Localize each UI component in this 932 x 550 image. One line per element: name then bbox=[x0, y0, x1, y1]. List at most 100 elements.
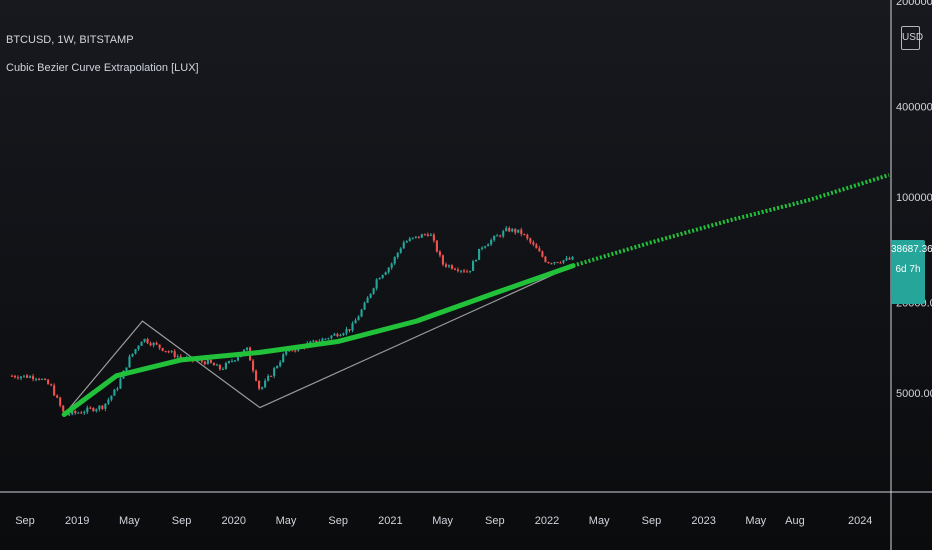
price-tick-label: 100000.00 bbox=[896, 192, 932, 204]
price-axis-ticks[interactable]: 2000000.00400000.00100000.0020000.005000… bbox=[896, 0, 932, 400]
time-tick-label: Sep bbox=[485, 515, 505, 527]
candle-body bbox=[285, 351, 288, 355]
candle-body bbox=[31, 376, 35, 380]
candle-body bbox=[459, 270, 463, 272]
candle-body bbox=[441, 255, 444, 265]
candle-body bbox=[357, 316, 360, 321]
candle-body bbox=[10, 375, 14, 377]
candle-body bbox=[333, 333, 336, 336]
candle-body bbox=[276, 365, 279, 369]
candle-body bbox=[532, 242, 535, 245]
candle-body bbox=[255, 370, 258, 381]
candle-body bbox=[432, 234, 435, 241]
candle-body bbox=[80, 412, 83, 414]
candle-body bbox=[315, 340, 318, 343]
candle-body bbox=[264, 380, 267, 388]
indicator-title[interactable]: Cubic Bezier Curve Extrapolation [LUX] bbox=[6, 62, 199, 74]
candle-body bbox=[529, 238, 532, 243]
candle-body bbox=[393, 257, 396, 264]
candle-body bbox=[261, 387, 264, 389]
candle-body bbox=[218, 364, 221, 370]
candle-body bbox=[493, 235, 496, 240]
candle-body bbox=[312, 340, 315, 342]
candle-body bbox=[149, 343, 152, 346]
bezier-curve-layer bbox=[61, 263, 576, 417]
candle-body bbox=[381, 274, 384, 279]
currency-unit-button[interactable]: USD bbox=[901, 26, 923, 50]
time-tick-label: May bbox=[432, 515, 453, 527]
time-tick-label: May bbox=[119, 515, 140, 527]
candle-body bbox=[351, 323, 354, 331]
time-tick-label: 2019 bbox=[65, 515, 89, 527]
candle-body bbox=[155, 342, 158, 345]
candle-body bbox=[523, 234, 526, 236]
candle-body bbox=[101, 405, 104, 409]
candle-body bbox=[294, 350, 297, 352]
candle-body bbox=[41, 379, 44, 381]
bezier-curve bbox=[61, 263, 576, 417]
candle-body bbox=[444, 264, 448, 267]
candle-body bbox=[502, 231, 505, 237]
candle-body bbox=[267, 375, 270, 381]
candle-body bbox=[396, 252, 399, 258]
time-axis-ticks[interactable]: Sep 2019 May Sep 2020 May Sep 2021 May Sep 2022 May… bbox=[15, 515, 872, 527]
candle-body bbox=[203, 361, 206, 365]
candle-body bbox=[59, 397, 62, 406]
candle-body bbox=[209, 359, 212, 364]
candle-body bbox=[484, 246, 487, 248]
candle-body bbox=[38, 378, 41, 380]
candle-body bbox=[179, 356, 182, 359]
candle-body bbox=[447, 265, 451, 267]
candle-body bbox=[429, 234, 432, 236]
symbol-title[interactable]: BTCUSD, 1W, BITSTAMP bbox=[6, 34, 134, 46]
candle-body bbox=[384, 272, 387, 275]
candle-body bbox=[538, 248, 541, 252]
candle-body bbox=[411, 237, 414, 239]
candle-body bbox=[324, 338, 327, 340]
candle-body bbox=[224, 363, 227, 369]
candle-body bbox=[245, 347, 249, 350]
time-tick-label: Aug bbox=[785, 515, 805, 527]
candle-body bbox=[535, 244, 538, 249]
candle-body bbox=[472, 261, 475, 271]
extrapolation-layer bbox=[572, 173, 890, 268]
candle-body bbox=[375, 279, 378, 289]
candle-body bbox=[481, 247, 484, 249]
candle-body bbox=[107, 399, 110, 404]
candle-body bbox=[339, 335, 342, 337]
candle-body bbox=[499, 235, 502, 237]
candle-body bbox=[62, 405, 65, 412]
candle-body bbox=[408, 238, 411, 242]
candle-body bbox=[212, 363, 215, 366]
candle-body bbox=[279, 362, 282, 366]
candle-body bbox=[453, 268, 457, 270]
time-tick-label: May bbox=[276, 515, 297, 527]
candle-body bbox=[230, 360, 234, 362]
candle-body bbox=[273, 368, 276, 376]
candle-body bbox=[131, 353, 134, 357]
candle-body bbox=[372, 288, 375, 294]
candle-body bbox=[348, 329, 351, 331]
candle-body bbox=[556, 262, 559, 264]
candle-body bbox=[71, 411, 74, 415]
candle-body bbox=[92, 407, 95, 412]
candle-body bbox=[47, 379, 50, 385]
candle-body bbox=[420, 234, 423, 238]
candle-body bbox=[487, 244, 490, 247]
time-tick-label: 2020 bbox=[222, 515, 246, 527]
candle-body bbox=[405, 241, 408, 243]
candle-body bbox=[390, 263, 393, 268]
candle-body bbox=[517, 229, 520, 233]
candle-body bbox=[28, 376, 32, 378]
candle-body bbox=[25, 375, 29, 378]
candle-body bbox=[568, 258, 571, 260]
candle-body bbox=[233, 360, 237, 362]
candle-body bbox=[456, 269, 460, 272]
candle-body bbox=[134, 349, 137, 354]
candle-body bbox=[206, 359, 209, 365]
candle-body bbox=[330, 335, 333, 339]
candle-body bbox=[113, 389, 116, 396]
candle-body bbox=[541, 251, 544, 257]
